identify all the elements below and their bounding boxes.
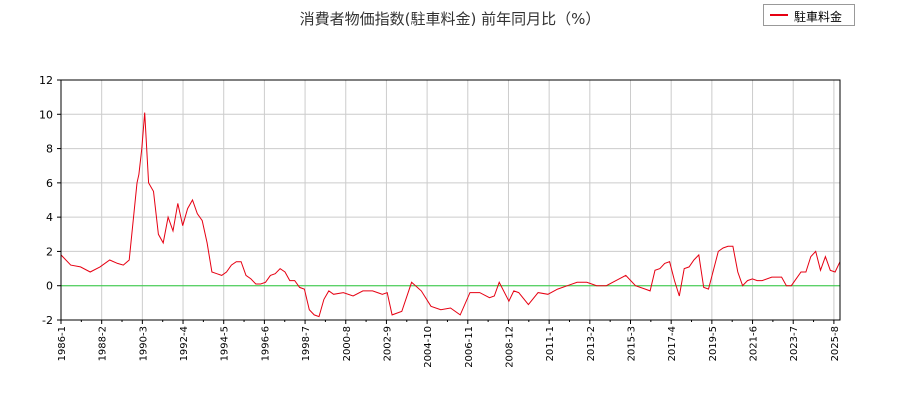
x-tick-label: 1992-4 [179, 326, 190, 361]
y-tick-label: 8 [46, 143, 53, 156]
x-tick-label: 1988-2 [98, 326, 109, 361]
x-axis-ticks: 1986-1 1988-2 1990-3 1992-4 1994-5 1996-6 1998… [57, 320, 841, 368]
x-tick-label: 2013-2 [586, 326, 597, 361]
x-tick-label: 1994-5 [220, 326, 231, 361]
y-tick-label: -2 [42, 314, 53, 327]
y-tick-label: 2 [46, 245, 53, 258]
y-axis-ticks: -2 0 2 4 6 8 10 12 [39, 74, 61, 327]
legend: 駐車料金 [763, 4, 855, 26]
chart-title: 消費者物価指数(駐車料金) 前年同月比（%） [299, 10, 601, 28]
y-tick-label: 12 [39, 74, 53, 87]
x-tick-label: 2004-10 [423, 326, 434, 368]
x-tick-label: 1998-7 [301, 326, 312, 361]
grid [60, 79, 840, 321]
legend-label: 駐車料金 [794, 10, 843, 24]
x-tick-label: 2023-7 [789, 326, 800, 361]
x-tick-label: 2000-8 [342, 326, 353, 361]
x-tick-label: 2015-3 [627, 326, 638, 361]
x-tick-label: 2008-12 [504, 326, 515, 368]
x-tick-label: 2021-6 [749, 326, 760, 361]
y-tick-label: 10 [39, 108, 53, 121]
plot-frame [60, 79, 841, 321]
x-tick-label: 2017-4 [667, 326, 678, 361]
x-tick-label: 1996-6 [260, 326, 271, 361]
series-layer [60, 112, 841, 318]
legend-swatch [770, 14, 788, 16]
y-tick-label: 0 [46, 280, 53, 293]
y-tick-label: 4 [46, 211, 53, 224]
y-tick-label: 6 [46, 177, 53, 190]
x-tick-label: 2019-5 [708, 326, 719, 361]
x-tick-label: 2006-11 [464, 326, 475, 368]
x-tick-label: 2025-8 [830, 326, 841, 361]
x-tick-label: 2011-1 [545, 326, 556, 361]
x-tick-label: 2002-9 [382, 326, 393, 361]
plot-area-border [60, 79, 841, 321]
x-tick-label: 1990-3 [138, 326, 149, 361]
x-tick-label: 1986-1 [57, 326, 68, 361]
series-line-parking-fee [60, 112, 841, 318]
